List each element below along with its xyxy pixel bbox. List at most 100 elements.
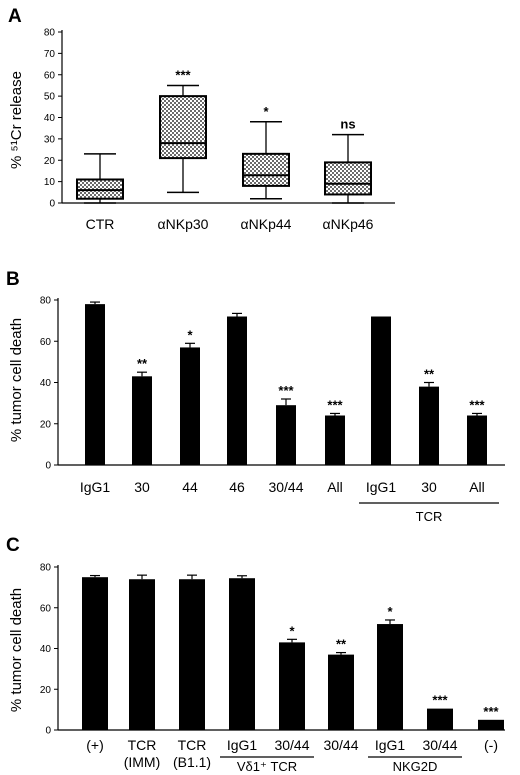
- bar: [478, 719, 504, 730]
- bar-6: [371, 316, 391, 465]
- panel-c-y-ticks: 0 20 40 60 80: [40, 563, 58, 737]
- y-tick-label: 60: [40, 603, 52, 614]
- box-iqr: [76, 178, 124, 200]
- category-label: TCR: [178, 737, 207, 753]
- category-label: IgG1: [366, 479, 397, 495]
- category-label: (+): [86, 737, 104, 753]
- y-tick-label: 10: [44, 177, 56, 188]
- y-tick-label: 0: [45, 461, 51, 472]
- bar-2: *: [180, 327, 200, 465]
- category-label: (-): [484, 737, 498, 753]
- significance-label: ***: [483, 704, 499, 719]
- bar-5: **: [328, 637, 354, 730]
- panel-letter-c: C: [6, 535, 20, 556]
- panel-a-category-labels: CTR αNKp30 αNKp44 αNKp46: [86, 216, 374, 232]
- bar: [419, 386, 439, 465]
- bar: [325, 415, 345, 465]
- bar-5: ***: [325, 397, 345, 465]
- significance-label: *: [387, 604, 393, 619]
- category-label: 30/44: [274, 737, 309, 753]
- bar: [180, 347, 200, 465]
- bar: [85, 304, 105, 465]
- box-iqr: [159, 95, 207, 160]
- box-iqr: [242, 152, 290, 187]
- bar-4: ***: [276, 383, 296, 465]
- bar: [279, 642, 305, 730]
- y-tick-label: 0: [49, 199, 55, 210]
- bar: [377, 624, 403, 730]
- y-tick-label: 20: [40, 685, 52, 696]
- bar: [427, 708, 453, 730]
- panel-letter-a: A: [8, 6, 22, 27]
- bar: [129, 579, 155, 730]
- significance-label: *: [289, 623, 295, 638]
- box-iqr: [324, 161, 372, 196]
- y-tick-label: 40: [40, 378, 52, 389]
- box-0: [76, 153, 124, 204]
- bar-1: [129, 574, 155, 730]
- bar-6: *: [377, 604, 403, 730]
- significance-label: **: [424, 367, 435, 382]
- y-tick-label: 80: [40, 296, 52, 307]
- bar: [328, 654, 354, 730]
- panel-a-y-axis-label: % ⁵¹Cr release: [8, 71, 25, 169]
- y-tick-label: 70: [44, 49, 56, 60]
- category-label: 44: [182, 479, 198, 495]
- category-label: 30: [421, 479, 437, 495]
- panel-a-boxes: ****ns: [76, 67, 372, 204]
- group-label: Vδ1⁺ TCR: [237, 759, 297, 774]
- category-label: 30/44: [323, 737, 358, 753]
- bar-8: ***: [478, 704, 504, 730]
- category-label: 30/44: [422, 737, 457, 753]
- bar-3: [229, 575, 255, 730]
- bar-8: ***: [467, 397, 487, 465]
- y-tick-label: 80: [40, 563, 52, 574]
- category-label: TCR: [128, 737, 157, 753]
- category-label: αNKp44: [241, 216, 292, 232]
- category-label: All: [327, 479, 343, 495]
- panel-c-bars: **********: [82, 574, 504, 730]
- panel-b-category-labels: IgG1 30 44 46 30/44 All IgG1 30 All: [80, 479, 485, 495]
- panel-c-group-labels: Vδ1⁺ TCR NKG2D: [220, 756, 462, 774]
- significance-label: **: [336, 637, 347, 652]
- y-tick-label: 60: [40, 337, 52, 348]
- bar: [82, 577, 108, 730]
- panel-b-group-labels: TCR: [359, 502, 499, 524]
- panel-c-category-labels: (+) TCR(IMM)TCR(B1.1)IgG1 30/44 30/44 IgG1 30…: [86, 737, 498, 770]
- category-label: 30: [134, 479, 150, 495]
- panel-c-y-axis-label: % tumor cell death: [8, 588, 25, 712]
- y-tick-label: 40: [44, 113, 56, 124]
- category-label: 46: [229, 479, 245, 495]
- y-tick-label: 20: [44, 156, 56, 167]
- y-tick-label: 80: [44, 28, 56, 39]
- category-label: All: [469, 479, 485, 495]
- y-tick-label: 20: [40, 419, 52, 430]
- bar: [371, 316, 391, 465]
- category-label: IgG1: [80, 479, 111, 495]
- bar: [276, 405, 296, 465]
- category-label: IgG1: [227, 737, 258, 753]
- bar-2: [179, 574, 205, 730]
- panel-letter-b: B: [6, 269, 20, 290]
- bar-7: ***: [427, 693, 453, 730]
- significance-label: ***: [469, 397, 485, 412]
- bar: [179, 579, 205, 730]
- bar: [229, 578, 255, 730]
- category-label: CTR: [86, 216, 115, 232]
- bar-7: **: [419, 367, 439, 465]
- category-label: 30/44: [268, 479, 303, 495]
- y-tick-label: 40: [40, 644, 52, 655]
- category-label: (IMM): [124, 754, 161, 770]
- significance-label: ***: [175, 67, 191, 82]
- category-label: αNKp46: [323, 216, 374, 232]
- significance-label: ***: [327, 397, 343, 412]
- panel-b-bars: **************: [85, 301, 487, 465]
- panel-b-y-ticks: 0 20 40 60 80: [40, 296, 58, 472]
- box-2: *: [242, 104, 290, 200]
- bar: [467, 415, 487, 465]
- y-tick-label: 50: [44, 92, 56, 103]
- y-tick-label: 30: [44, 134, 56, 145]
- bar-4: *: [279, 623, 305, 730]
